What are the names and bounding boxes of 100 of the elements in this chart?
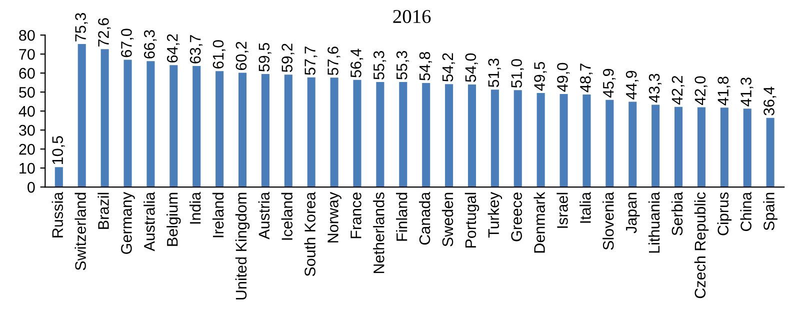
data-label: 60,2 [236,42,248,70]
y-tick-label: 30 [19,124,35,136]
y-tick-label: 10 [20,162,35,174]
x-tick-label: Greece [511,192,522,242]
x-tick-label: Brazil [98,192,109,229]
x-tick-label: Austria [258,192,270,240]
y-tick-label: 40 [18,106,35,117]
bar [192,66,201,188]
data-label: 54,0 [465,53,478,82]
x-tick-label: China [740,192,752,232]
chart-title: 2016 [393,10,431,24]
x-tick-label: South Korea [304,192,316,276]
bar [766,118,774,188]
bar [720,108,728,188]
bar [697,107,706,188]
bar [743,108,752,188]
x-tick-label: Denmark [534,192,545,253]
data-label: 57,7 [304,46,318,75]
bar [628,102,637,188]
x-tick-label: Czech Republic [694,192,709,298]
x-tick-label: Australia [144,192,155,252]
bar [582,94,591,188]
x-tick-label: Ciprus [717,192,732,236]
x-tick-label: Spain [763,192,778,230]
y-tick-label: 80 [19,30,35,41]
data-label: 44,9 [626,70,639,100]
x-tick-label: Portugal [464,192,480,248]
x-tick-label: Iceland [281,192,292,240]
x-tick-label: Finland [396,192,408,241]
x-tick-label: France [350,192,362,238]
x-tick-label: Russia [52,192,64,238]
y-tick-label: 50 [19,86,35,98]
x-tick-label: Germany [121,192,135,254]
data-label: 41,3 [740,78,754,106]
data-label: 61,0 [212,40,226,68]
x-tick-label: Lithuania [648,192,660,253]
data-label: 63,7 [190,35,203,64]
y-tick-label: 70 [19,48,35,60]
x-tick-label: Sweden [442,192,454,246]
y-tick-label: 60 [19,68,35,79]
data-label: 45,9 [602,68,616,98]
data-label: 42,0 [694,76,708,105]
x-tick-label: United Kingdom [235,192,250,300]
data-label: 72,6 [98,18,111,46]
y-tick-label: 20 [19,144,35,155]
bar [468,84,476,188]
data-label: 54,8 [419,52,432,80]
bar [560,94,568,188]
bar [307,77,316,188]
bar [514,90,522,188]
data-label: 56,4 [350,48,364,78]
bar [652,104,660,188]
bar [100,49,109,188]
bar [146,61,155,188]
bar [238,72,247,188]
data-label: 36,4 [764,86,776,116]
bar [445,84,454,188]
bar [78,44,86,188]
y-tick-label: 0 [28,182,35,193]
x-tick-label: Ireland [212,192,224,238]
data-label: 41,8 [718,76,730,106]
data-label: 49,0 [557,62,570,92]
x-tick-label: Canada [418,192,430,245]
x-tick-label: Japan [626,192,640,234]
x-tick-label: Belgium [166,192,181,246]
data-label: 66,3 [144,30,157,58]
data-label: 54,2 [442,53,455,82]
bar [536,93,545,188]
data-label: 59,2 [282,44,294,72]
bar [124,60,132,188]
data-label: 55,3 [373,51,386,80]
bar [284,74,292,188]
data-label: 49,5 [534,62,547,91]
data-label: 51,0 [511,59,524,88]
bar [216,71,224,188]
data-label: 51,3 [488,58,501,88]
x-tick-label: Israel [556,192,568,228]
data-label: 55,3 [396,51,410,80]
data-label: 57,6 [328,46,340,76]
bar [674,106,683,188]
data-label: 75,3 [75,13,88,42]
x-tick-label: India [189,192,201,224]
data-label: 48,7 [580,64,593,92]
bar [54,167,63,188]
data-label: 42,2 [672,76,684,105]
bar [261,74,270,188]
bar [170,65,178,188]
x-tick-label: Italia [580,192,591,223]
data-label: 10,5 [52,136,65,164]
data-label: 43,3 [648,74,662,103]
data-label: 64,2 [166,34,180,62]
bar [376,82,384,188]
bar [606,100,614,188]
bar [353,80,362,188]
bar [490,90,499,188]
data-label: 67,0 [121,28,134,58]
x-tick-label: Slovenia [602,192,614,250]
data-label: 59,5 [258,43,272,72]
bar [399,82,408,188]
x-tick-label: Turkey [488,192,502,238]
